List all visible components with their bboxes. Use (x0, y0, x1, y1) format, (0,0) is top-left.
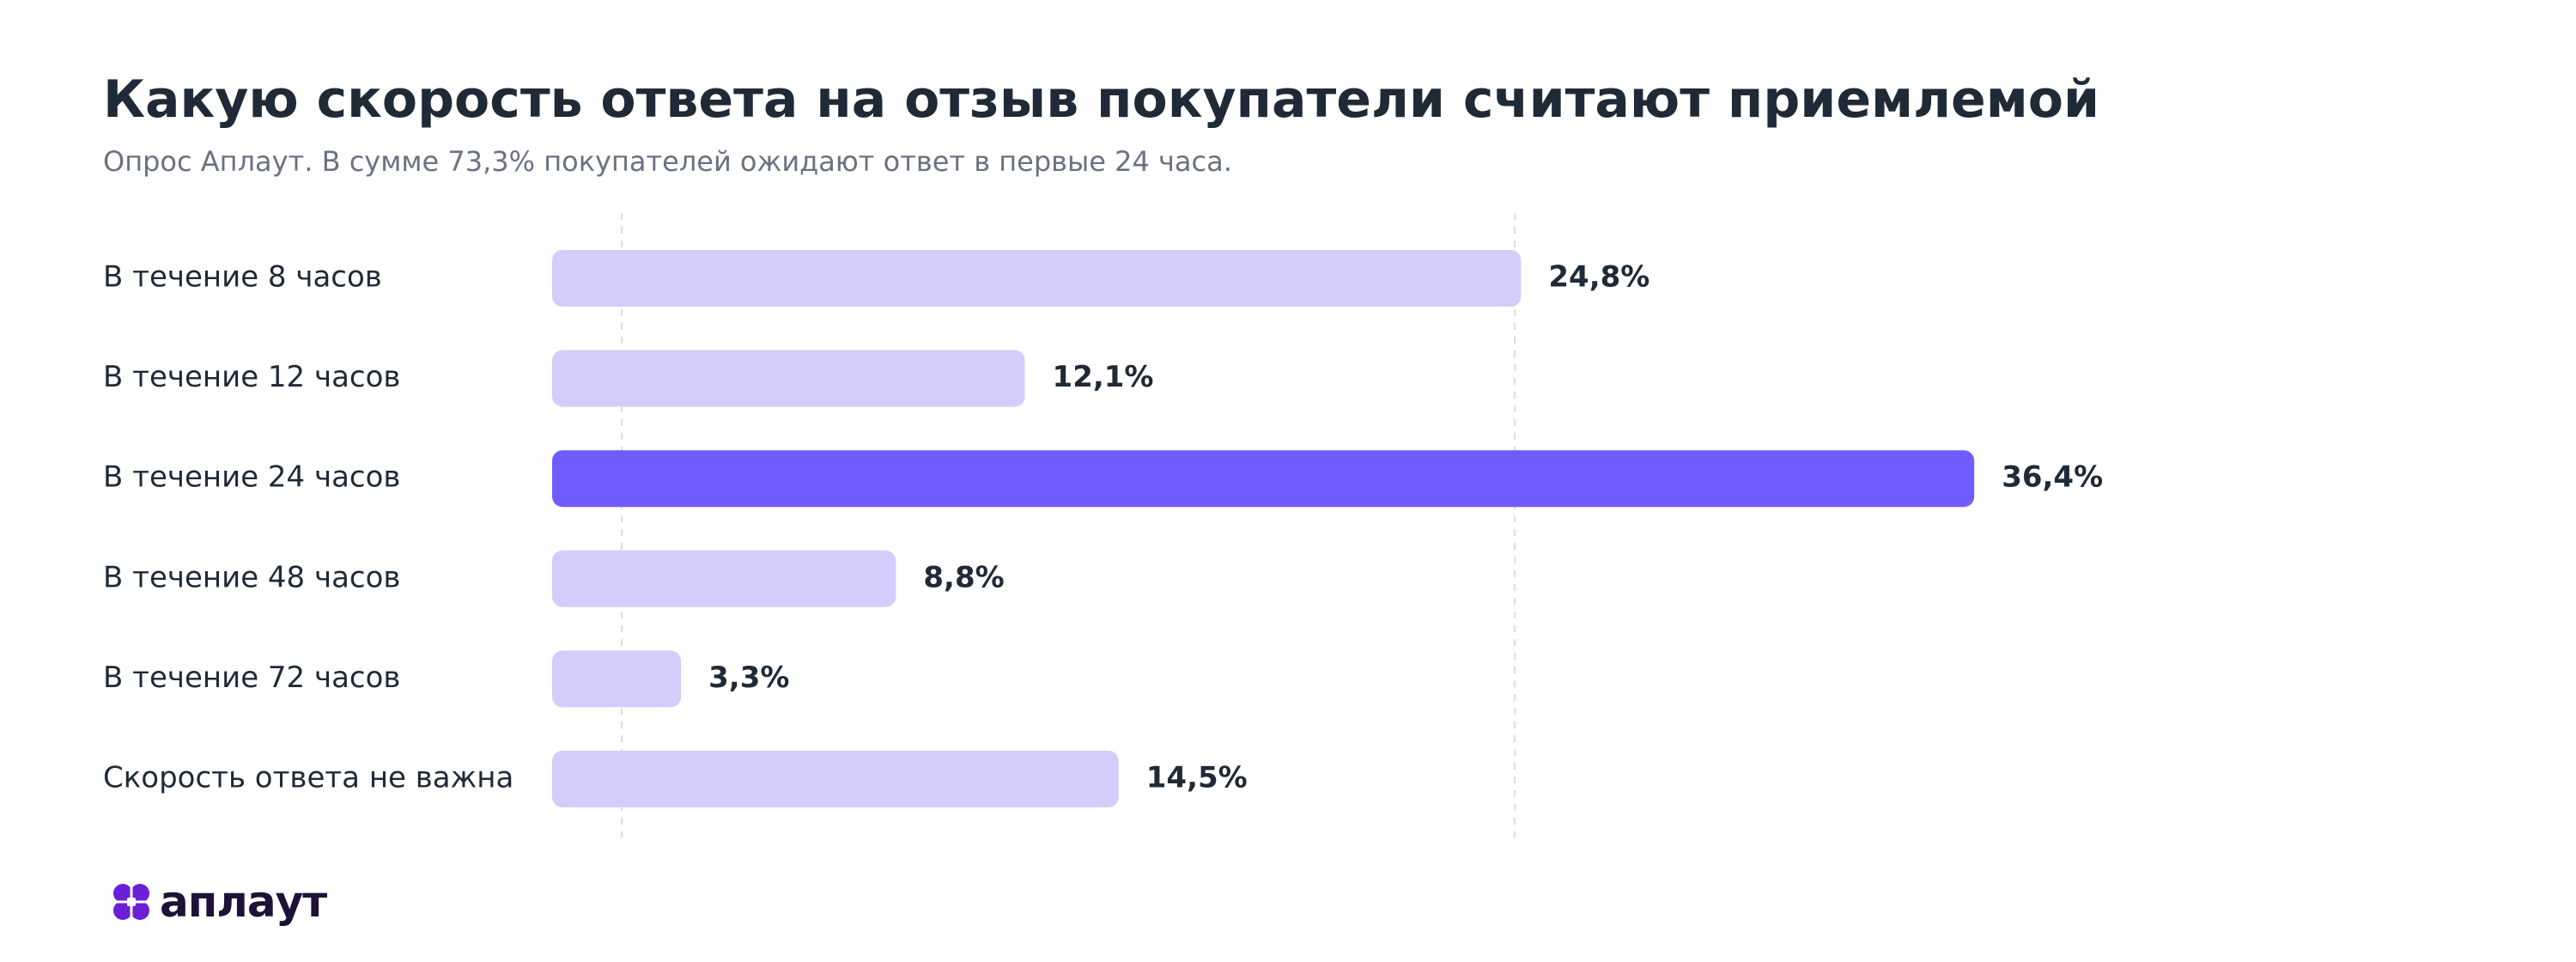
value-label: 8,8% (923, 560, 1004, 594)
category-label: В течение 48 часов (103, 560, 400, 594)
bar (552, 450, 1975, 508)
bar-chart: В течение 8 часов 24,8% В течение 12 часов… (103, 213, 2103, 837)
chart-subtitle: Опрос Аплаут. В сумме 73,3% покупателей … (103, 145, 1232, 178)
chart-title: Какую скорость ответа на отзыв покупател… (103, 70, 2100, 130)
value-label: 3,3% (708, 661, 789, 695)
bar (552, 650, 682, 708)
bar (552, 550, 896, 607)
logo-text: аплаут (160, 877, 327, 927)
value-label: 24,8% (1548, 260, 1649, 295)
category-label: В течение 72 часов (103, 661, 400, 695)
category-label: Скорость ответа не важна (103, 761, 513, 795)
category-label: В течение 8 часов (103, 260, 382, 295)
value-label: 14,5% (1146, 761, 1248, 795)
bar (552, 350, 1025, 407)
brand-logo: аплаут (108, 876, 327, 928)
value-label: 36,4% (2002, 460, 2103, 495)
category-label: В течение 12 часов (103, 360, 400, 394)
category-label: В течение 24 часов (103, 460, 400, 495)
bar (552, 250, 1522, 307)
aplaut-logo-icon (110, 880, 153, 923)
bar (552, 751, 1119, 807)
value-label: 12,1% (1053, 360, 1154, 394)
